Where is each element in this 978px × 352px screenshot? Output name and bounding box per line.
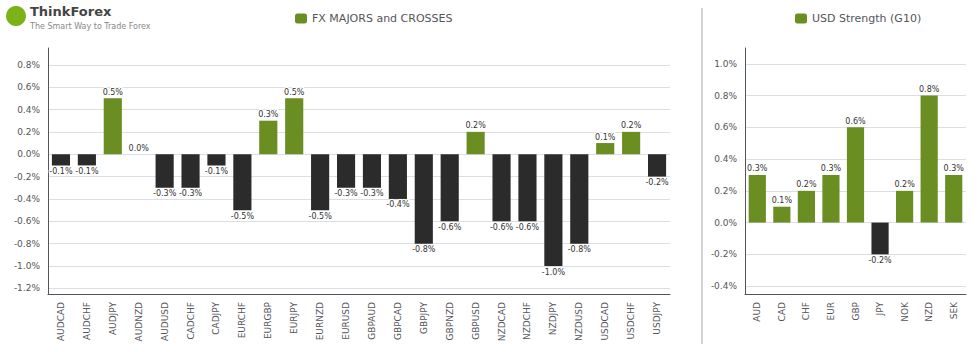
svg-text:-1.0%: -1.0% <box>542 268 566 277</box>
svg-text:0.0%: 0.0% <box>714 218 737 228</box>
svg-text:-0.4%: -0.4% <box>14 194 41 204</box>
svg-text:0.3%: 0.3% <box>821 164 842 173</box>
svg-text:CADCHF: CADCHF <box>186 302 196 340</box>
svg-text:0.0%: 0.0% <box>17 149 40 159</box>
svg-text:-0.1%: -0.1% <box>49 167 73 176</box>
svg-text:-0.8%: -0.8% <box>412 245 436 254</box>
svg-text:-0.5%: -0.5% <box>309 212 333 221</box>
svg-text:USDJPY: USDJPY <box>652 302 662 335</box>
svg-text:0.1%: 0.1% <box>595 133 616 142</box>
svg-text:EURJPY: EURJPY <box>289 302 299 334</box>
svg-text:0.5%: 0.5% <box>103 88 124 97</box>
svg-text:AUDCHF: AUDCHF <box>82 302 92 340</box>
svg-text:GBPCAD: GBPCAD <box>393 302 403 340</box>
svg-text:-0.8%: -0.8% <box>568 245 592 254</box>
svg-text:0.3%: 0.3% <box>747 164 768 173</box>
svg-text:NZDUSD: NZDUSD <box>574 302 584 341</box>
svg-text:0.2%: 0.2% <box>465 121 486 130</box>
svg-text:EURNZD: EURNZD <box>315 302 325 340</box>
svg-text:-0.1%: -0.1% <box>75 167 99 176</box>
svg-text:-0.6%: -0.6% <box>516 223 540 232</box>
svg-text:EURGBP: EURGBP <box>263 301 273 339</box>
svg-text:GBPAUD: GBPAUD <box>367 302 377 340</box>
svg-text:NZD: NZD <box>924 302 934 322</box>
svg-text:The Smart Way to Trade Forex: The Smart Way to Trade Forex <box>29 22 151 31</box>
svg-text:AUDJPY: AUDJPY <box>108 302 118 336</box>
svg-text:NZDCHF: NZDCHF <box>522 302 532 340</box>
svg-text:CAD: CAD <box>777 302 787 321</box>
svg-text:-0.2%: -0.2% <box>14 172 41 182</box>
svg-text:GBPNZD: GBPNZD <box>445 302 455 340</box>
svg-text:1.0%: 1.0% <box>714 59 737 69</box>
svg-text:-0.1%: -0.1% <box>205 167 229 176</box>
svg-text:NZDCAD: NZDCAD <box>497 302 507 341</box>
svg-text:ThinkForex: ThinkForex <box>30 4 112 19</box>
svg-text:-0.3%: -0.3% <box>360 189 384 198</box>
svg-text:-1.2%: -1.2% <box>14 283 41 293</box>
svg-text:-0.3%: -0.3% <box>179 189 203 198</box>
svg-text:-0.4%: -0.4% <box>386 200 410 209</box>
svg-text:0.8%: 0.8% <box>919 85 940 94</box>
svg-text:-1.0%: -1.0% <box>14 261 41 271</box>
svg-text:AUDNZD: AUDNZD <box>134 302 144 342</box>
svg-text:-0.2%: -0.2% <box>711 249 738 259</box>
svg-text:CADJPY: CADJPY <box>211 302 221 335</box>
svg-text:-0.6%: -0.6% <box>490 223 514 232</box>
svg-text:0.2%: 0.2% <box>17 127 40 137</box>
svg-text:0.2%: 0.2% <box>714 186 737 196</box>
svg-text:GBPUSD: GBPUSD <box>471 302 481 340</box>
svg-text:GBPJPY: GBPJPY <box>419 302 429 334</box>
svg-text:CHF: CHF <box>801 302 811 320</box>
svg-text:0.4%: 0.4% <box>714 154 737 164</box>
svg-text:EUR: EUR <box>826 302 836 321</box>
svg-text:EURCHF: EURCHF <box>237 302 247 338</box>
svg-text:-0.8%: -0.8% <box>14 239 41 249</box>
svg-text:FX MAJORS and CROSSES: FX MAJORS and CROSSES <box>312 12 452 25</box>
svg-text:0.2%: 0.2% <box>796 180 817 189</box>
svg-text:0.8%: 0.8% <box>714 91 737 101</box>
svg-text:-0.6%: -0.6% <box>438 223 462 232</box>
svg-text:-0.5%: -0.5% <box>231 212 255 221</box>
svg-text:0.5%: 0.5% <box>284 88 305 97</box>
svg-text:-0.6%: -0.6% <box>14 216 41 226</box>
svg-text:AUDUSD: AUDUSD <box>160 302 170 341</box>
svg-text:GBP: GBP <box>851 301 861 320</box>
svg-text:-0.2%: -0.2% <box>868 256 892 265</box>
svg-text:EURUSD: EURUSD <box>341 302 351 340</box>
svg-text:NZDJPY: NZDJPY <box>548 302 558 336</box>
svg-text:-0.3%: -0.3% <box>153 189 177 198</box>
svg-text:-0.2%: -0.2% <box>645 178 669 187</box>
svg-text:NOK: NOK <box>900 301 910 322</box>
svg-text:0.3%: 0.3% <box>944 164 965 173</box>
svg-text:JPY: JPY <box>875 302 885 317</box>
svg-text:0.3%: 0.3% <box>258 110 279 119</box>
svg-text:0.6%: 0.6% <box>17 82 40 92</box>
svg-text:USD Strength (G10): USD Strength (G10) <box>812 12 921 25</box>
svg-text:0.2%: 0.2% <box>894 180 915 189</box>
svg-text:-0.3%: -0.3% <box>334 189 358 198</box>
svg-text:0.6%: 0.6% <box>845 117 866 126</box>
svg-text:AUDCAD: AUDCAD <box>56 302 66 341</box>
svg-text:0.1%: 0.1% <box>772 196 793 205</box>
svg-text:SEK: SEK <box>949 301 959 319</box>
svg-text:0.8%: 0.8% <box>17 60 40 70</box>
svg-text:0.0%: 0.0% <box>129 144 150 153</box>
svg-text:0.2%: 0.2% <box>621 121 642 130</box>
svg-text:AUD: AUD <box>752 302 762 322</box>
svg-text:USDCAD: USDCAD <box>600 302 610 341</box>
svg-text:0.4%: 0.4% <box>17 105 40 115</box>
svg-text:0.6%: 0.6% <box>714 122 737 132</box>
svg-text:USDCHF: USDCHF <box>626 302 636 339</box>
svg-text:-0.4%: -0.4% <box>711 281 738 291</box>
